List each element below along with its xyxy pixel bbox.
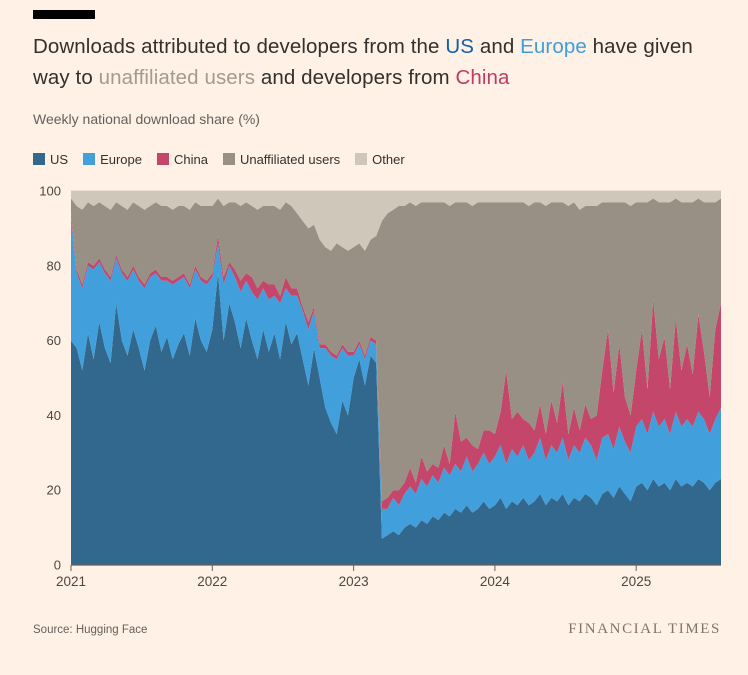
legend-label: Unaffiliated users <box>239 151 341 167</box>
legend-swatch <box>83 153 96 165</box>
footer: Source: Hugging Face FINANCIAL TIMES <box>33 621 721 638</box>
legend-label: Europe <box>100 151 142 167</box>
x-axis-label-2022: 2022 <box>197 574 227 589</box>
area-europe <box>71 216 721 539</box>
y-axis-label-60: 60 <box>47 333 61 348</box>
legend-swatch <box>156 153 169 165</box>
chart-subtitle: Weekly national download share (%) <box>33 110 260 127</box>
title-text: and <box>474 35 521 58</box>
x-axis-label-2025: 2025 <box>621 574 651 589</box>
legend-item-unaffiliated-users: Unaffiliated users <box>222 151 341 167</box>
chart-legend: US Europe China Unaffiliated users Other <box>33 152 721 167</box>
legend-label: Other <box>372 151 405 167</box>
legend-swatch <box>222 153 235 165</box>
legend-item-europe: Europe <box>83 152 142 167</box>
title-highlight: Europe <box>520 35 587 58</box>
area-china <box>71 212 721 509</box>
area-us <box>71 272 721 565</box>
area-unaffiliated-users <box>71 198 721 501</box>
x-axis-label-2021: 2021 <box>56 574 86 589</box>
title-text: and developers from <box>255 65 456 89</box>
legend-label: US <box>50 151 69 167</box>
x-axis-label-2023: 2023 <box>339 574 369 589</box>
y-axis-label-80: 80 <box>47 258 61 273</box>
legend-swatch <box>33 153 45 165</box>
y-axis-label-100: 100 <box>39 183 61 198</box>
y-axis-label-40: 40 <box>47 407 61 422</box>
legend-item-us: US <box>33 152 68 167</box>
title-text: have given way to <box>33 35 693 89</box>
area-other <box>71 190 721 251</box>
y-axis-label-20: 20 <box>47 482 61 497</box>
x-axis-label-2024: 2024 <box>480 574 511 589</box>
legend-item-other: Other <box>355 152 405 167</box>
chart-title: Downloads attributed to developers from … <box>33 32 721 94</box>
title-highlight: US <box>445 35 475 58</box>
title-text: Downloads attributed to developers from … <box>33 35 446 58</box>
ft-logo: FINANCIAL TIMES <box>568 620 721 637</box>
source-note: Source: Hugging Face <box>33 623 148 636</box>
legend-item-china: China <box>156 151 208 167</box>
legend-swatch <box>355 153 368 165</box>
stacked-area-chart: 0 20 40 60 80 100 2021 2022 2023 2024 2025 <box>39 183 721 589</box>
title-highlight: China <box>455 65 510 89</box>
top-bar <box>33 10 95 19</box>
legend-label: China <box>173 151 208 167</box>
title-highlight: unaffiliated users <box>98 65 256 89</box>
y-axis-label-0: 0 <box>54 557 61 572</box>
